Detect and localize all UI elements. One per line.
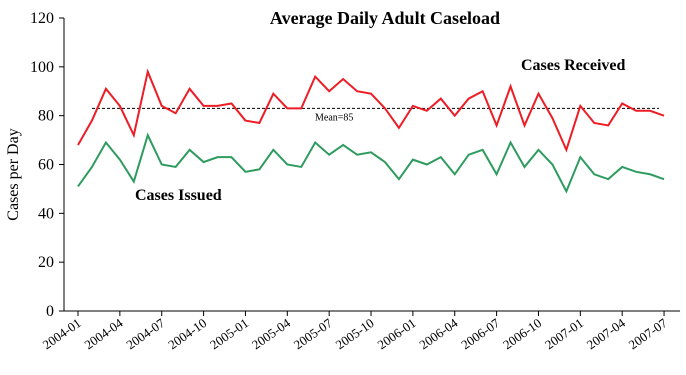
x-tick-label: 2005-10 xyxy=(333,315,377,352)
y-tick-label: 100 xyxy=(30,59,54,76)
x-tick-label: 2007-04 xyxy=(584,315,629,352)
y-tick-label: 80 xyxy=(38,108,54,125)
x-tick-label: 2005-04 xyxy=(249,315,294,352)
y-axis-ticks: 0 20 40 60 80 100 120 xyxy=(30,10,64,320)
x-tick-label: 2004-04 xyxy=(81,315,126,352)
x-tick-label: 2004-01 xyxy=(40,315,84,352)
y-tick-label: 0 xyxy=(46,303,54,320)
chart-title: Average Daily Adult Caseload xyxy=(270,8,500,28)
x-axis-ticks: 2004-012004-042004-072004-102005-012005-… xyxy=(40,311,671,352)
mean-label: Mean=85 xyxy=(315,112,353,123)
x-tick-label: 2004-10 xyxy=(165,315,209,352)
x-tick-label: 2006-10 xyxy=(500,315,544,352)
cases-issued-label: Cases Issued xyxy=(135,187,222,204)
y-tick-label: 40 xyxy=(38,205,54,222)
x-tick-label: 2006-04 xyxy=(416,315,461,352)
x-tick-label: 2006-01 xyxy=(374,315,418,352)
x-tick-label: 2004-07 xyxy=(123,315,168,352)
y-tick-label: 20 xyxy=(38,254,54,271)
x-tick-label: 2005-01 xyxy=(207,315,251,352)
y-axis-label: Cases per Day xyxy=(5,128,22,220)
series-lines xyxy=(77,68,665,194)
x-tick-label: 2007-01 xyxy=(542,315,586,352)
y-tick-label: 120 xyxy=(30,10,54,27)
y-tick-label: 60 xyxy=(38,157,54,174)
x-tick-label: 2005-07 xyxy=(291,315,336,352)
cases-received-label: Cases Received xyxy=(521,57,626,74)
x-tick-label: 2006-07 xyxy=(458,315,503,352)
series-line-cases-received xyxy=(77,68,665,153)
x-tick-label: 2007-07 xyxy=(626,315,671,352)
series-line-cases-issued xyxy=(77,132,665,194)
